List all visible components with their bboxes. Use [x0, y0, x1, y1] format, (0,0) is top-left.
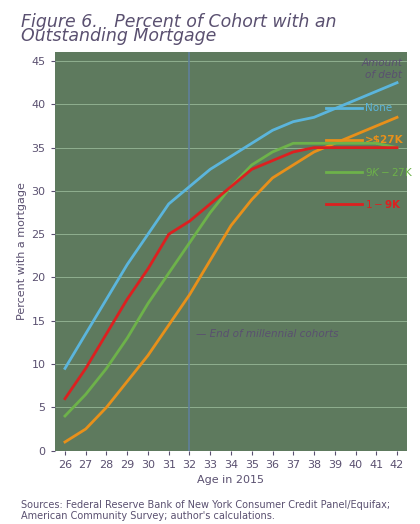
Text: — End of millennial cohorts: — End of millennial cohorts	[196, 329, 338, 339]
Text: Figure 6.   Percent of Cohort with an: Figure 6. Percent of Cohort with an	[21, 13, 336, 31]
Text: Outstanding Mortgage: Outstanding Mortgage	[21, 27, 216, 45]
Text: >$27K: >$27K	[365, 135, 404, 145]
Text: Amount
of debt: Amount of debt	[361, 58, 402, 80]
Y-axis label: Percent with a mortgage: Percent with a mortgage	[17, 182, 27, 321]
Text: $1-$9K: $1-$9K	[365, 198, 402, 210]
X-axis label: Age in 2015: Age in 2015	[197, 475, 265, 485]
Text: None: None	[365, 103, 392, 113]
Text: Sources: Federal Reserve Bank of New York Consumer Credit Panel/Equifax;
America: Sources: Federal Reserve Bank of New Yor…	[21, 500, 390, 521]
Text: $9K-$27K: $9K-$27K	[365, 166, 413, 178]
